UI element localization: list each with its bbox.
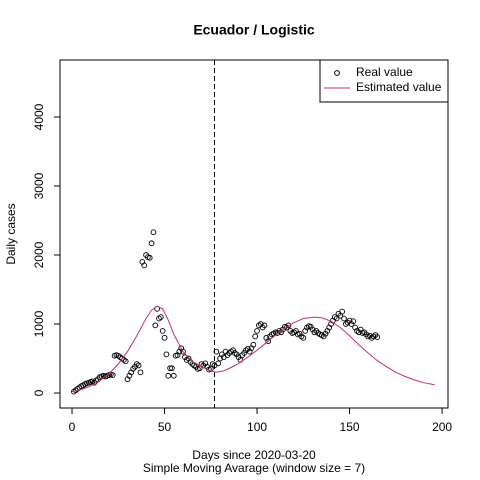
estimated-line	[71, 305, 435, 393]
y-tick-label: 0	[32, 389, 46, 396]
data-point	[261, 322, 268, 329]
data-point	[141, 262, 148, 269]
data-point	[285, 322, 292, 329]
x-tick-label: 100	[247, 420, 267, 434]
x-tick-label: 0	[69, 420, 76, 434]
data-point	[148, 240, 155, 247]
data-point	[265, 338, 272, 345]
data-point	[300, 334, 307, 341]
data-point	[213, 348, 220, 355]
data-point	[146, 254, 153, 261]
data-point	[137, 369, 144, 376]
x-tick-label: 200	[432, 420, 452, 434]
data-point	[339, 308, 346, 315]
data-point	[252, 333, 259, 340]
data-point	[109, 372, 116, 378]
chart-title: Ecuador / Logistic	[193, 22, 315, 38]
data-point	[135, 362, 142, 369]
y-tick-label: 1000	[32, 310, 46, 337]
x-tick-label: 150	[340, 420, 360, 434]
x-tick-label: 50	[158, 420, 172, 434]
data-point	[167, 365, 173, 372]
data-point	[254, 328, 260, 334]
data-point	[341, 315, 347, 322]
legend-label: Real value	[356, 65, 413, 79]
data-point	[170, 372, 177, 379]
data-point	[122, 358, 129, 365]
data-point	[163, 351, 170, 358]
data-point	[180, 348, 186, 355]
data-point	[350, 318, 357, 325]
data-point	[333, 315, 340, 322]
legend-box	[319, 59, 449, 103]
data-point	[150, 229, 157, 236]
data-point	[157, 314, 164, 320]
y-tick-label: 3000	[32, 172, 46, 199]
data-point	[159, 328, 166, 334]
legend-marker	[334, 70, 340, 76]
y-axis-label: Daily cases	[4, 203, 18, 264]
data-point	[161, 334, 168, 341]
subtitle: Simple Moving Avarage (window size = 7)	[143, 461, 365, 475]
data-point	[215, 360, 222, 367]
data-point	[152, 322, 159, 329]
data-point	[250, 341, 257, 348]
x-axis-label: Days since 2020-03-20	[192, 448, 316, 462]
data-point	[165, 372, 172, 379]
y-tick-label: 2000	[32, 241, 46, 268]
data-point	[169, 365, 175, 372]
y-tick-label: 4000	[32, 103, 46, 130]
legend-label: Estimated value	[356, 80, 442, 94]
data-point	[374, 334, 381, 340]
